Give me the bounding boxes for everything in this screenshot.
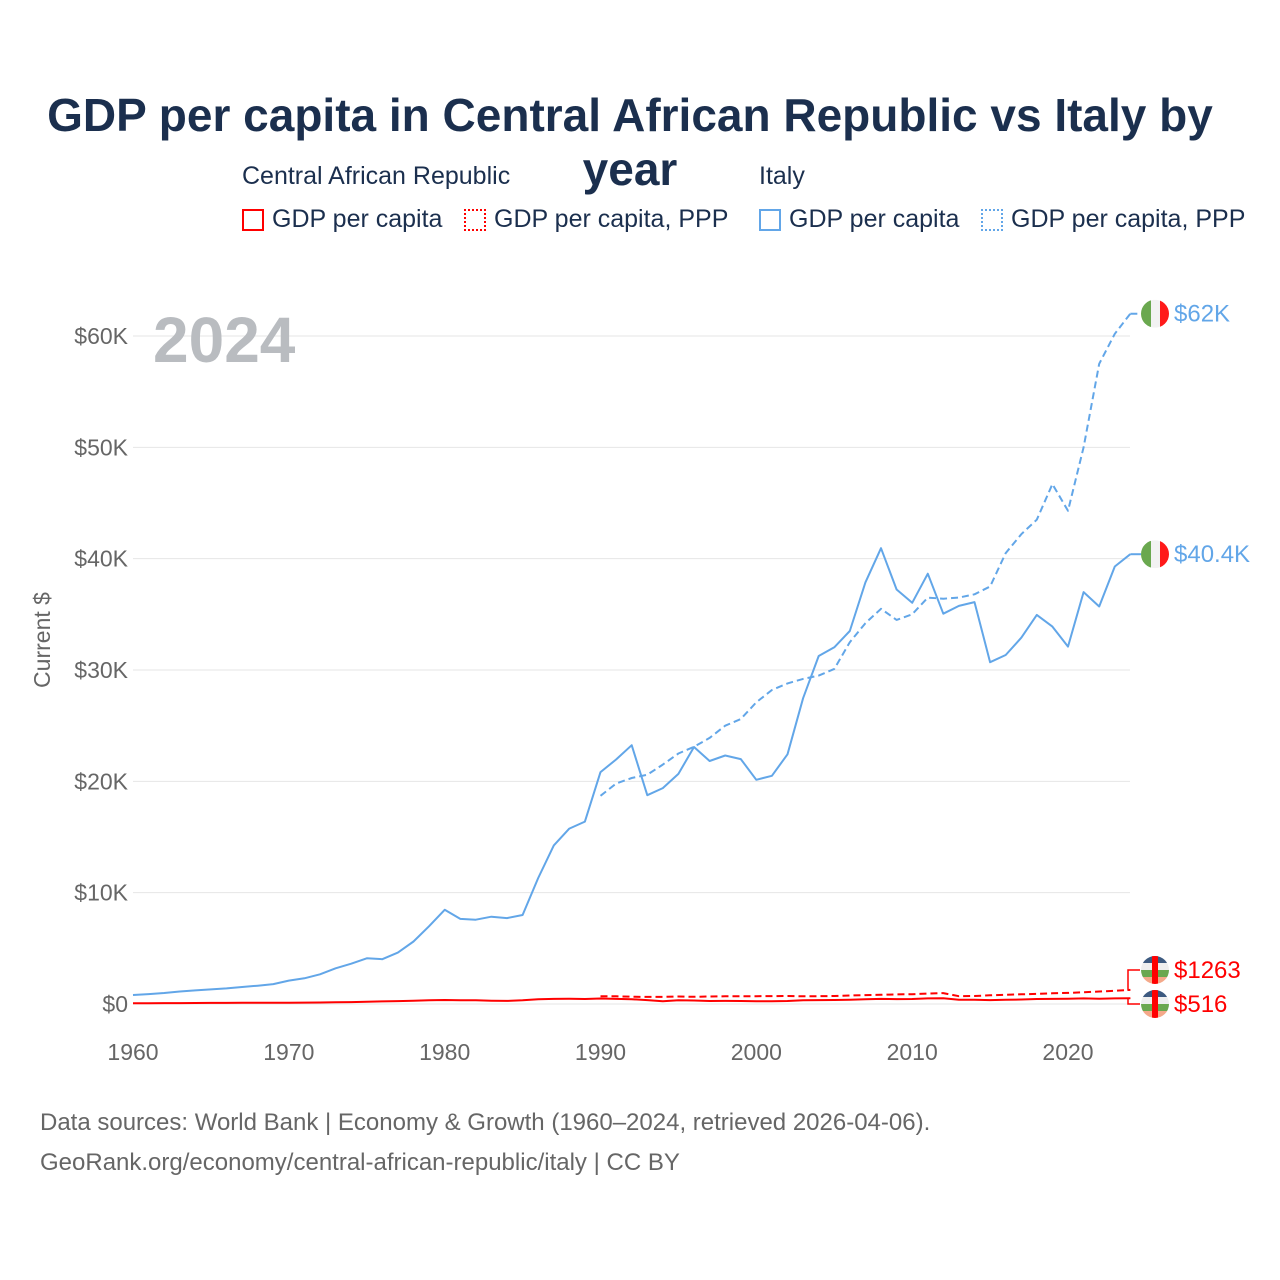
car-flag-icon [1141,956,1169,984]
footer-sources: Data sources: World Bank | Economy & Gro… [40,1109,931,1136]
italy-flag-icon [1141,299,1169,328]
y-tick-label: $40K [74,546,128,572]
flag-stripe [1141,540,1151,569]
flag-stripe [1160,540,1169,569]
end-value-label: $62K [1174,301,1230,328]
end-value-label: $40.4K [1174,541,1250,568]
car-flag-icon [1141,990,1169,1018]
x-tick-label: 1960 [107,1039,158,1065]
italy-flag-icon [1141,540,1169,569]
end-value-label: $1263 [1174,957,1241,984]
chart-title: GDP per capita in Central African Republ… [47,89,1213,195]
x-tick-label: 1980 [419,1039,470,1065]
flag-stripe [1141,299,1151,328]
flag-stripe [1152,956,1158,984]
legend-label: GDP per capita, PPP [494,205,729,233]
flag-stripe [1152,990,1158,1018]
y-tick-label: $10K [74,880,128,906]
series-line-3 [600,988,1131,998]
end-value-label: $516 [1174,991,1227,1018]
x-tick-label: 2010 [887,1039,938,1065]
legend-group-italy: Italy [759,162,805,190]
legend-swatch-dotted [981,208,1003,231]
legend-group-car: Central African Republic [242,162,511,190]
legend-swatch-solid [759,208,781,231]
connector-line [1127,997,1140,1005]
legend-label: GDP per capita, PPP [1011,205,1246,233]
legend-item-italy-ppp[interactable]: GDP per capita, PPP [981,205,1245,234]
legend-item-italy-gdp[interactable]: GDP per capita [759,205,959,234]
flag-stripe [1151,540,1160,569]
x-tick-label: 1990 [575,1039,626,1065]
y-tick-label: $60K [74,323,128,349]
y-tick-label: $0 [102,991,128,1017]
flag-stripe [1160,299,1169,328]
x-tick-label: 1970 [263,1039,314,1065]
connector-line [1127,969,1140,991]
flag-stripe [1151,299,1160,328]
footer-url[interactable]: GeoRank.org/economy/central-african-repu… [40,1149,680,1176]
year-label: 2024 [153,304,296,376]
y-axis-label: Current $ [29,592,55,688]
y-tick-label: $30K [74,657,128,683]
legend-swatch-solid [242,208,264,231]
series-line-0 [132,547,1131,996]
x-tick-label: 2000 [731,1039,782,1065]
legend-swatch-dotted [464,208,486,231]
series-line-2 [133,997,1131,1005]
legend-item-car-ppp[interactable]: GDP per capita, PPP [464,205,728,234]
legend-item-car-gdp[interactable]: GDP per capita [242,205,442,234]
series-line-1 [599,313,1132,797]
y-tick-label: $50K [74,434,128,460]
legend-label: GDP per capita [789,205,960,233]
x-tick-label: 2020 [1042,1039,1093,1065]
y-tick-label: $20K [74,768,128,794]
legend-label: GDP per capita [272,205,443,233]
